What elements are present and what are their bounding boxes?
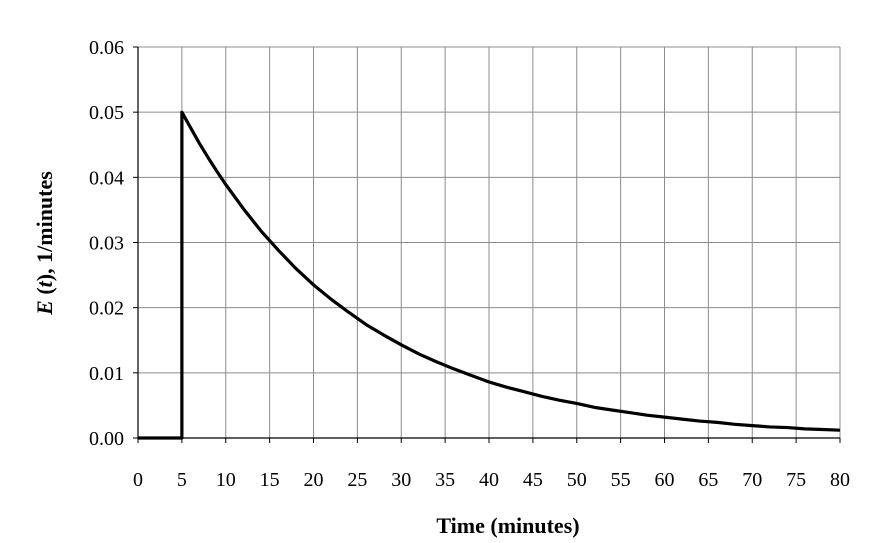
y-tick-label: 0.02 <box>89 298 124 320</box>
x-tick-label: 45 <box>523 469 543 491</box>
x-tick-label: 35 <box>435 469 455 491</box>
x-tick-label: 0 <box>133 469 143 491</box>
y-axis-title-var: t <box>32 280 57 287</box>
y-tick-label: 0.01 <box>89 363 124 385</box>
x-axis-title: Time (minutes) <box>436 513 579 538</box>
series-layer <box>138 110 841 440</box>
y-tick-label: 0.00 <box>89 428 124 450</box>
y-tick-label: 0.06 <box>89 37 124 59</box>
x-tick-label: 75 <box>786 469 806 491</box>
x-tick-label: 60 <box>655 469 675 491</box>
x-tick-label: 80 <box>830 469 850 491</box>
x-tick-label: 20 <box>304 469 324 491</box>
x-tick-label: 15 <box>260 469 280 491</box>
x-tick-label: 50 <box>567 469 587 491</box>
y-axis-title-suffix: , 1/minutes <box>32 171 57 274</box>
x-tick-label: 70 <box>742 469 762 491</box>
grid <box>138 46 841 438</box>
x-tick-label: 10 <box>216 469 236 491</box>
y-tick-label: 0.03 <box>89 233 124 255</box>
y-axis-title-prefix: E <box>32 300 57 316</box>
x-tick-label: 5 <box>177 469 187 491</box>
y-tick-label: 0.05 <box>89 102 124 124</box>
x-tick-label: 65 <box>698 469 718 491</box>
y-tick-label: 0.04 <box>89 167 124 189</box>
tick-labels: 0 5 10 15 20 25 30 35 40 45 50 55 60 65 70 75 80 0.00 0.01… <box>89 37 850 491</box>
x-tick-label: 40 <box>479 469 499 491</box>
x-tick-label: 55 <box>611 469 631 491</box>
x-tick-label: 30 <box>391 469 411 491</box>
y-axis-title: E (t), 1/minutes <box>32 171 57 316</box>
axes <box>133 46 841 443</box>
x-tick-label: 25 <box>347 469 367 491</box>
series-line <box>138 110 841 440</box>
